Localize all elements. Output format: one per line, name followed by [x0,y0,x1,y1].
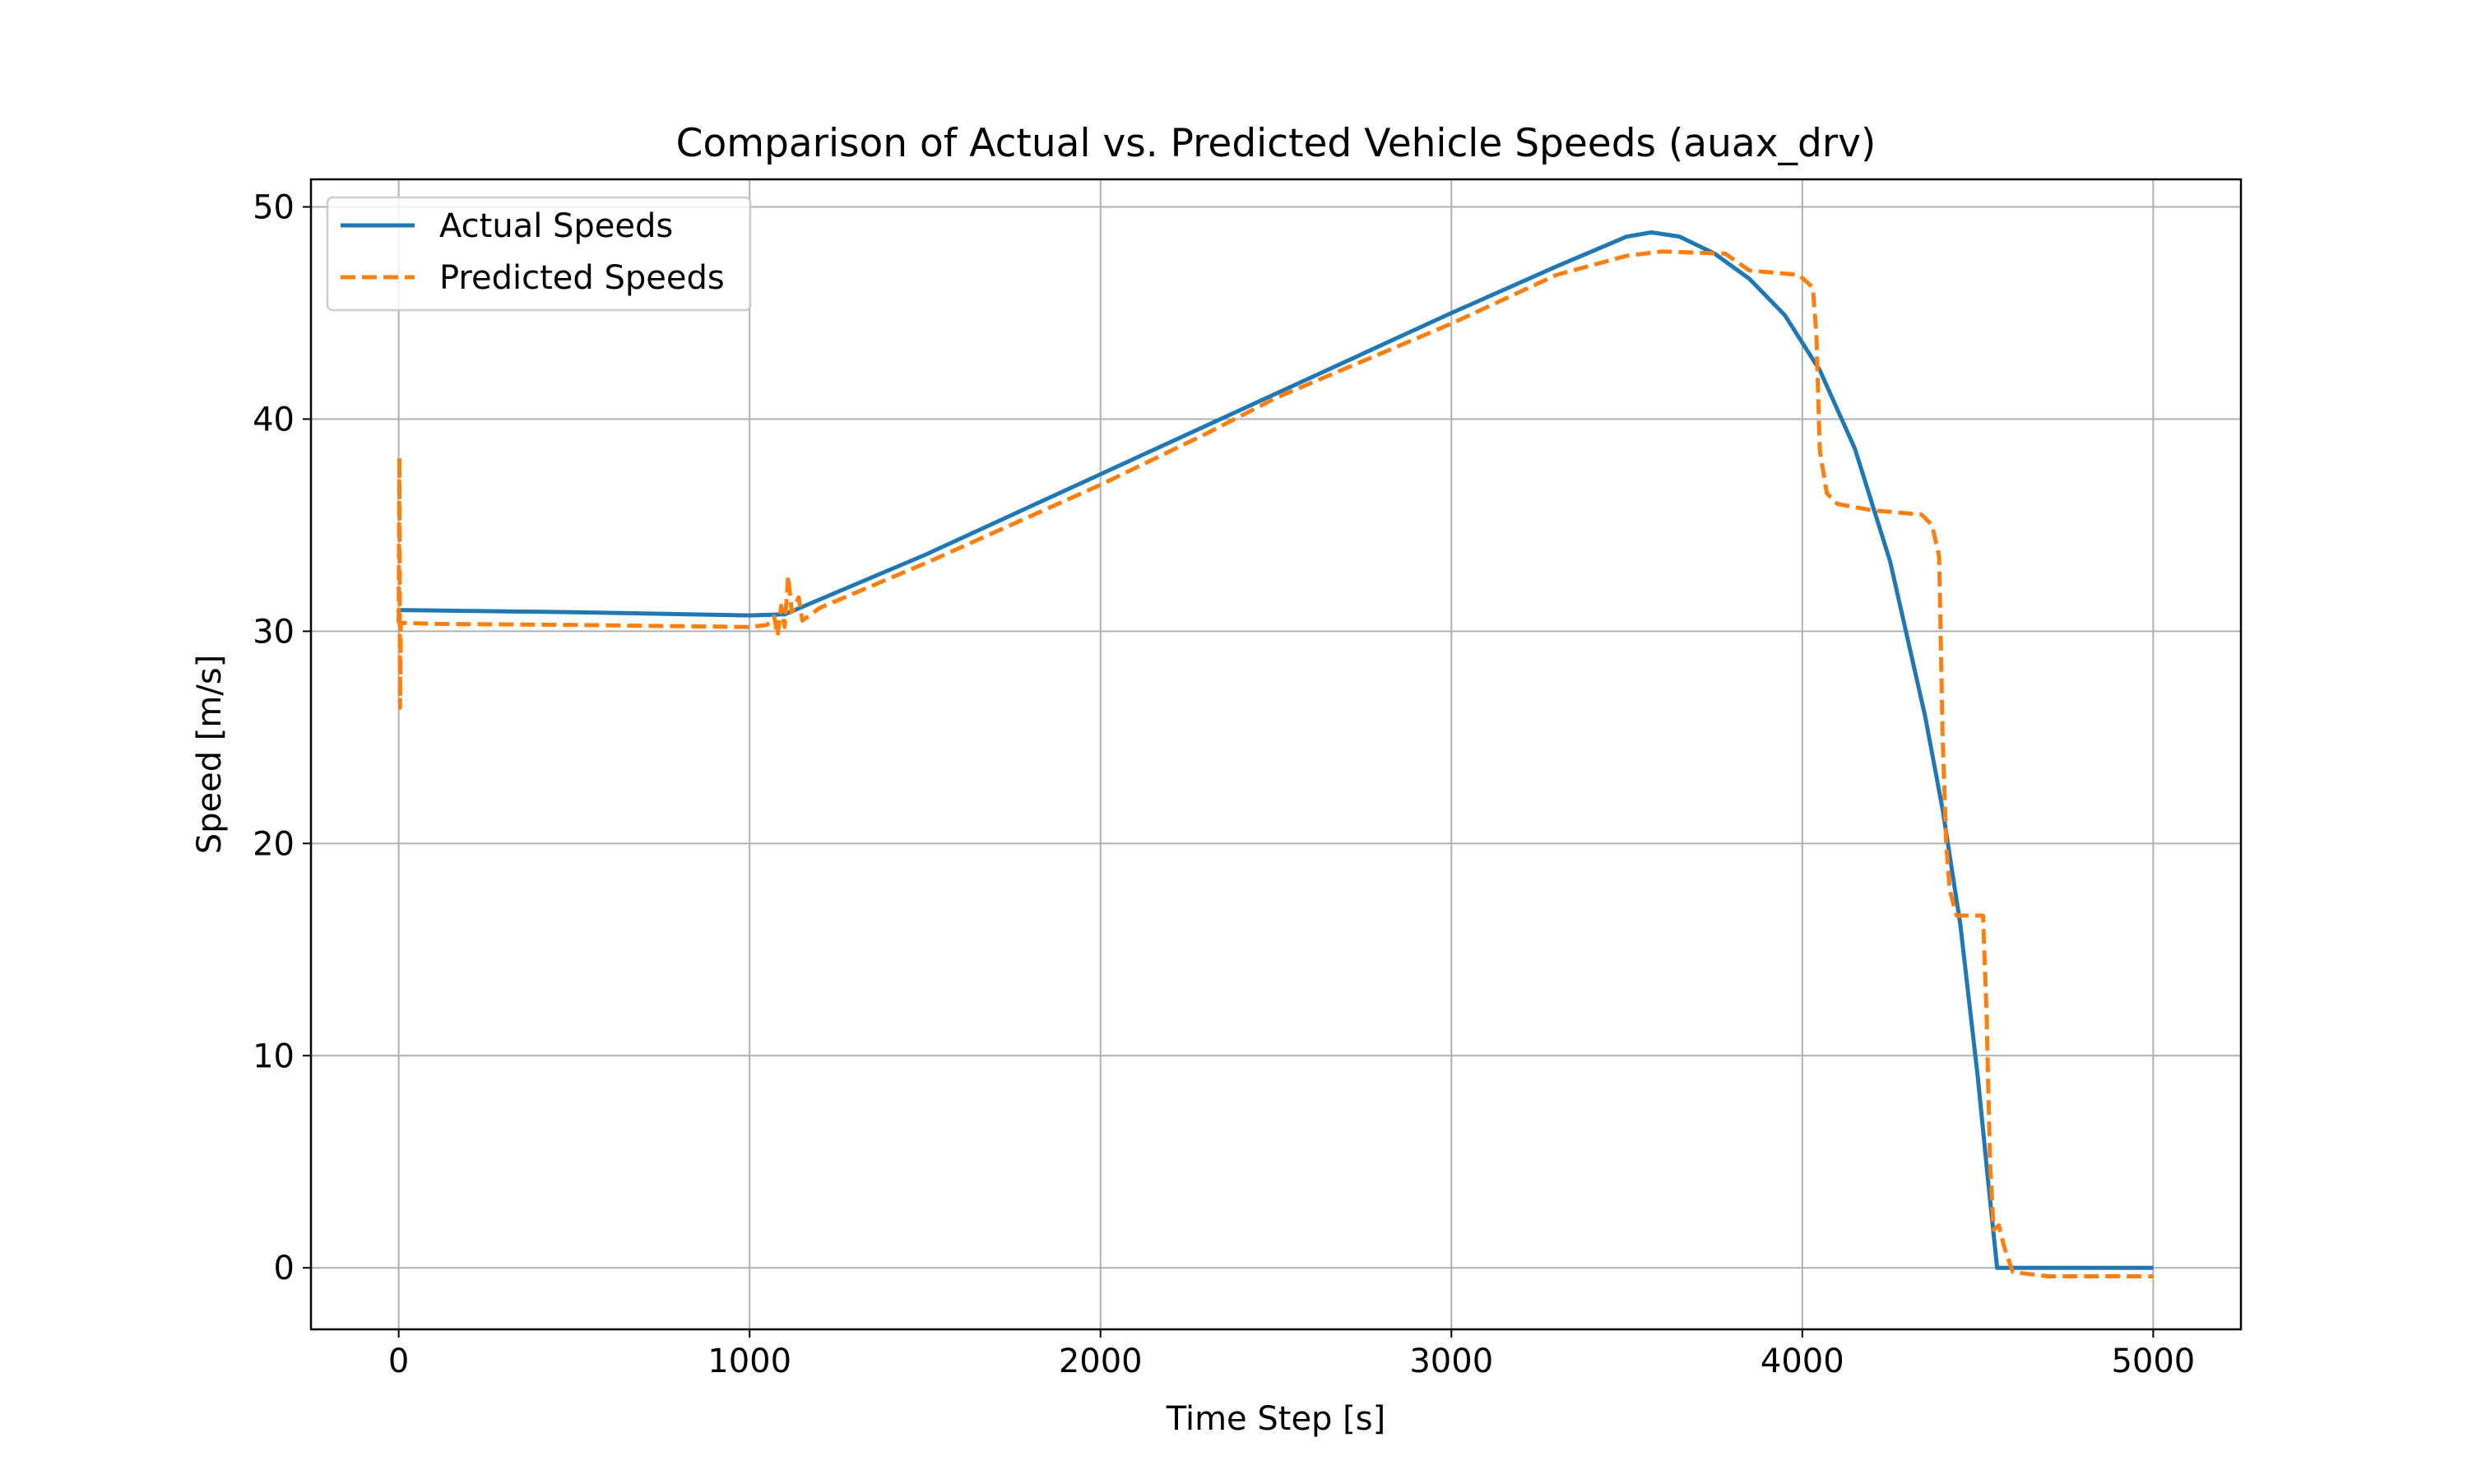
legend: Actual Speeds Predicted Speeds [326,196,752,312]
series-layer [397,230,2154,1278]
legend-label-actual: Actual Speeds [439,207,673,245]
y-tick-label: 10 [253,1037,295,1075]
legend-box [326,196,752,312]
y-tick-label: 20 [253,825,295,863]
x-tick-label: 4000 [1761,1343,1844,1380]
x-axis-label: Time Step [s] [1166,1400,1385,1438]
x-tick-label: 1000 [707,1343,791,1380]
chart-title: Comparison of Actual vs. Predicted Vehic… [676,121,1877,166]
ticks: 0 1000 2000 3000 4000 5000 0 10 20 30 40 50 [253,189,2195,1380]
y-tick-label: 40 [253,401,295,438]
x-tick-label: 3000 [1409,1343,1493,1380]
y-tick-label: 50 [253,189,295,227]
x-tick-label: 2000 [1059,1343,1143,1380]
series-line-actual [398,230,2154,1270]
legend-label-predicted: Predicted Speeds [439,259,725,297]
y-tick-label: 0 [274,1250,295,1287]
y-tick-label: 30 [253,613,295,651]
x-tick-label: 0 [388,1343,409,1380]
plot-frame [309,178,2243,1331]
grid [311,179,2241,1329]
x-tick-label: 5000 [2111,1343,2195,1380]
y-axis-label: Speed [m/s] [191,655,229,855]
series-line-predicted [397,249,2154,1278]
